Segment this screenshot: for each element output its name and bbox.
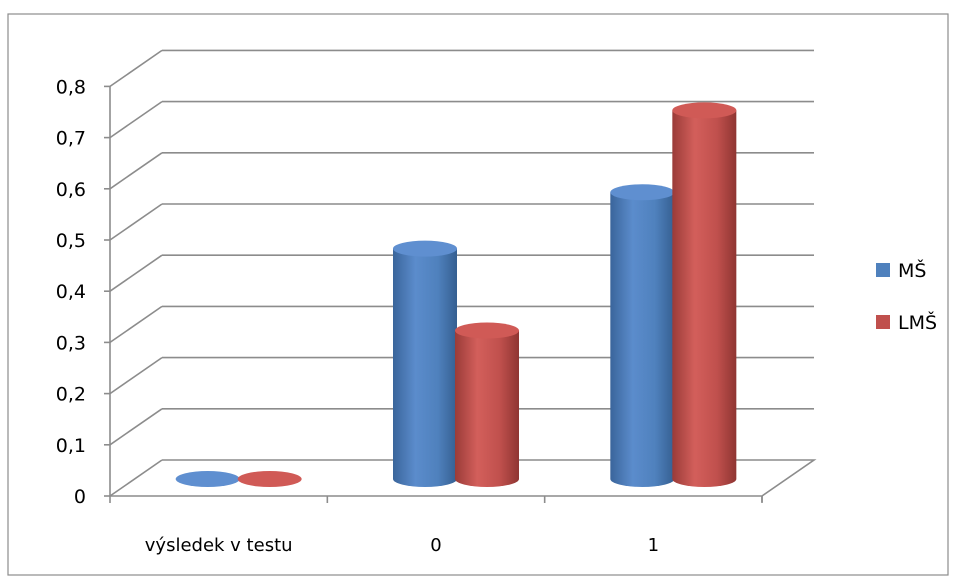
x-tick-label: 0 <box>430 535 441 556</box>
bar-top <box>393 240 457 257</box>
bar-body <box>455 330 519 487</box>
bar-1-1 <box>455 322 519 487</box>
x-tick-label: 1 <box>648 535 659 556</box>
gridline-depth <box>109 100 163 139</box>
y-tick-label: 0,6 <box>56 179 86 201</box>
bar-top <box>237 471 302 487</box>
y-tick-label: 0,8 <box>56 76 86 98</box>
bar-1-0 <box>237 471 302 487</box>
label-layer: 0 0,1 0,2 0,3 0,4 0,5 0,6 0,7 0,8 výsledek v test… <box>56 76 659 556</box>
chart-border <box>7 13 949 576</box>
bar-body <box>393 248 457 487</box>
gridline-depth <box>109 356 163 395</box>
legend: MŠ LMŠ <box>876 258 937 334</box>
y-tick-label: 0,2 <box>56 384 86 406</box>
bar-top <box>175 471 240 487</box>
bar-body <box>610 192 675 487</box>
gridline-depth <box>109 305 163 344</box>
legend-swatch <box>876 263 890 277</box>
bar-1-2 <box>672 102 737 488</box>
gridline-depth <box>109 254 163 292</box>
legend-swatch <box>876 315 890 329</box>
y-tick-label: 0,1 <box>56 435 86 457</box>
gridline-depth <box>109 408 163 446</box>
bar-0-1 <box>393 240 457 487</box>
bar-top <box>610 184 675 201</box>
legend-label: MŠ <box>898 258 926 282</box>
bar-layer <box>175 102 737 488</box>
y-tick-label: 0,4 <box>56 281 86 303</box>
bar-0-2 <box>610 184 675 487</box>
y-tick-label: 0 <box>74 486 86 508</box>
legend-label: LMŠ <box>898 310 937 334</box>
gridline-depth <box>109 203 163 241</box>
bar-body <box>672 110 737 488</box>
gridline-depth <box>109 49 163 88</box>
bar-top <box>455 322 519 339</box>
y-tick-label: 0,7 <box>56 128 86 150</box>
gridline-depth <box>109 152 163 190</box>
gridline-depth <box>109 459 163 497</box>
bar-top <box>672 102 737 119</box>
bar-0-0 <box>175 471 240 487</box>
y-tick-label: 0,5 <box>56 230 86 252</box>
x-tick-label: výsledek v testu <box>145 535 293 556</box>
y-tick-label: 0,3 <box>56 332 86 354</box>
